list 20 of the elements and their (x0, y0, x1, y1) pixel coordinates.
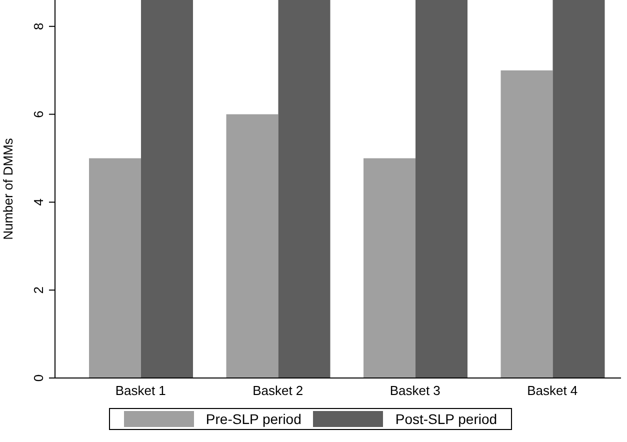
bar (141, 0, 193, 378)
bar (89, 158, 141, 378)
y-axis-title: Number of DMMs (0, 138, 16, 240)
x-tick-label: Basket 4 (527, 383, 578, 398)
bar (500, 70, 553, 378)
legend-label: Post-SLP period (395, 411, 498, 427)
y-tick-label: 8 (31, 22, 46, 30)
y-tick-label: 0 (31, 374, 46, 382)
y-tick-label: 2 (31, 286, 46, 294)
x-tick-label: Basket 3 (390, 383, 440, 398)
bar (552, 0, 605, 378)
x-tick-label: Basket 2 (252, 383, 304, 398)
bar (364, 158, 416, 378)
bar (416, 0, 468, 378)
legend-label: Pre-SLP period (206, 411, 302, 427)
bar (278, 0, 330, 378)
x-tick-label: Basket 1 (115, 383, 166, 398)
bar (226, 114, 278, 378)
y-tick-label: 6 (31, 110, 46, 118)
y-tick-label: 4 (31, 198, 46, 206)
